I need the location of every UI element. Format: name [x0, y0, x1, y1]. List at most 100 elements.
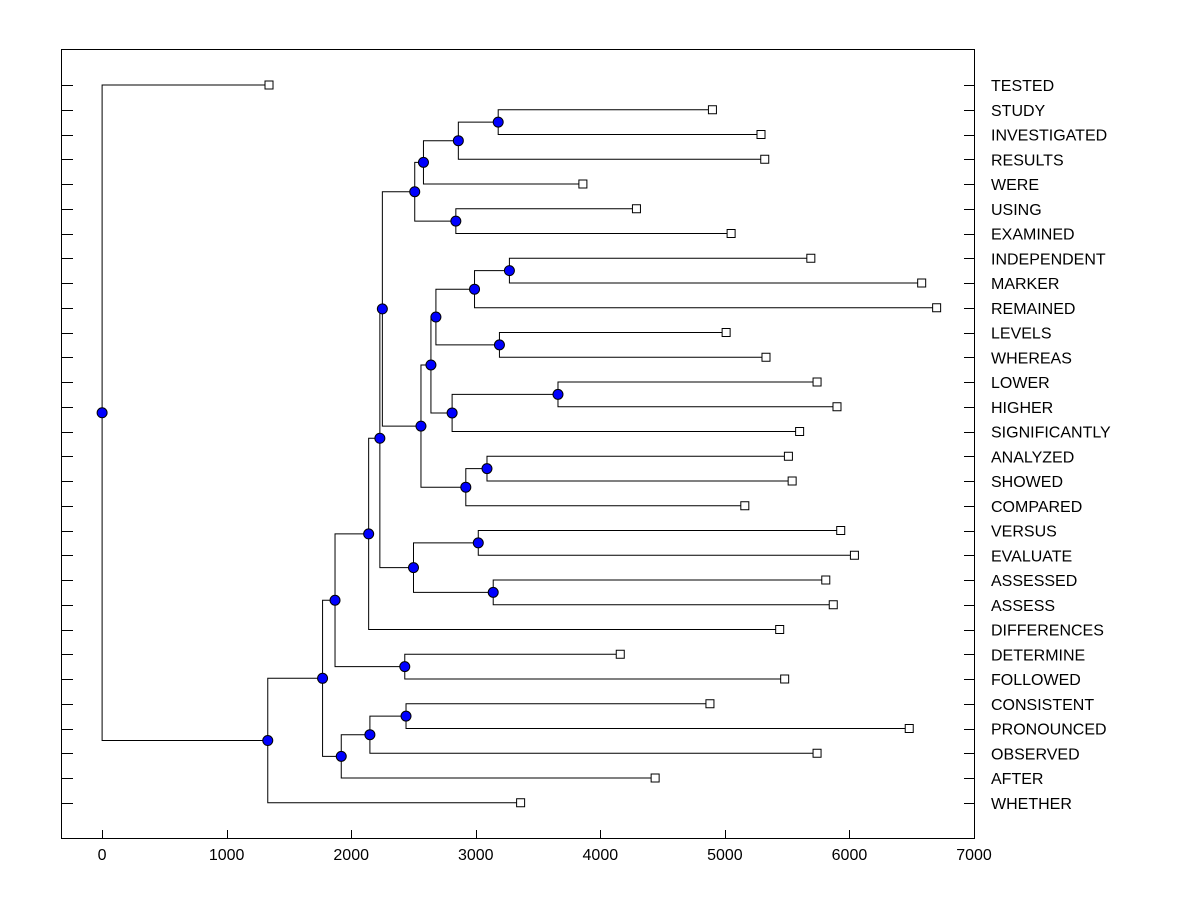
leaf-marker: [761, 352, 771, 362]
leaf-marker: [650, 773, 660, 783]
merge-node: [262, 735, 274, 747]
merge-node: [415, 420, 427, 432]
x-tick-label: 7000: [956, 847, 992, 864]
leaf-marker: [828, 600, 838, 610]
leaf-label: WERE: [991, 177, 1039, 194]
dendrogram-link: [457, 121, 765, 160]
merge-node: [364, 729, 376, 741]
dendrogram-link: [369, 715, 818, 754]
plot-frame-layer: [61, 49, 975, 839]
merge-node: [446, 407, 458, 419]
leaf-label: INDEPENDENT: [991, 251, 1106, 268]
leaf-label: DETERMINE: [991, 647, 1085, 664]
merge-node: [363, 528, 375, 540]
leaf-marker: [756, 130, 766, 139]
dendrogram-link: [412, 542, 494, 593]
leaf-label: OBSERVED: [991, 746, 1080, 763]
leaf-marker: [812, 748, 822, 758]
merge-node: [552, 388, 564, 400]
x-tick-label: 5000: [707, 847, 743, 864]
dendrogram-link: [508, 257, 922, 284]
merge-node: [417, 156, 429, 168]
leaf-marker: [806, 253, 816, 263]
dendrogram-link: [435, 288, 500, 346]
dendrogram-link: [557, 381, 837, 408]
merge-node: [452, 135, 464, 147]
leaf-marker: [707, 105, 717, 115]
leaf-labels-layer: TESTED STUDY INVESTIGATED RESULTS WERE USING E…: [991, 78, 1111, 813]
leaf-marker: [832, 402, 842, 412]
dendrogram-link: [340, 734, 656, 779]
merge-node: [450, 215, 462, 227]
merge-node: [329, 594, 341, 606]
merge-nodes-layer: [96, 116, 564, 762]
leaf-label: FOLLOWED: [991, 672, 1081, 689]
leaf-marker: [726, 229, 736, 238]
leaf-marker: [631, 204, 641, 214]
leaf-marker: [264, 80, 274, 90]
merge-node: [335, 750, 347, 762]
merge-node: [503, 265, 515, 277]
dendrogram-link: [451, 393, 800, 432]
leaf-label: COMPARED: [991, 499, 1082, 516]
merge-node: [469, 283, 481, 295]
dendrogram-link: [422, 140, 583, 185]
leaf-marker: [821, 575, 831, 585]
leaf-markers-layer: [264, 80, 942, 808]
leaf-label: HIGHER: [991, 400, 1053, 417]
dendrogram-link: [405, 703, 910, 729]
dendrogram-link: [267, 677, 521, 804]
dendrogram-link: [465, 468, 745, 507]
leaf-marker: [578, 179, 588, 189]
leaf-label: SHOWED: [991, 474, 1063, 491]
merge-node: [430, 311, 442, 323]
leaf-label: ASSESS: [991, 598, 1055, 615]
x-axis: 0 1000 2000 3000 4000 5000 6000 7000: [98, 830, 992, 864]
leaf-marker: [932, 303, 942, 313]
merge-node: [425, 359, 437, 371]
leaf-label: LOWER: [991, 375, 1050, 392]
leaf-marker: [904, 724, 914, 733]
leaf-label: STUDY: [991, 103, 1046, 120]
dendrogram-link: [492, 579, 834, 606]
dendrogram-link: [414, 161, 456, 222]
leaf-marker: [615, 649, 625, 659]
x-tick-label: 3000: [458, 847, 494, 864]
merge-node: [487, 586, 499, 598]
x-tick-label: 6000: [832, 847, 868, 864]
leaf-label: DIFFERENCES: [991, 623, 1104, 640]
leaf-marker: [705, 699, 715, 709]
leaf-label: EXAMINED: [991, 227, 1075, 244]
leaf-marker: [740, 501, 750, 511]
leaf-label: EVALUATE: [991, 548, 1072, 565]
tree-links-layer: [101, 84, 937, 804]
leaf-label: ASSESSED: [991, 573, 1077, 590]
merge-node: [374, 432, 386, 444]
merge-node: [472, 537, 484, 549]
leaf-marker: [795, 427, 805, 436]
leaf-label: VERSUS: [991, 524, 1057, 541]
leaf-marker: [917, 278, 927, 288]
dendrogram-link: [474, 270, 937, 309]
leaf-marker: [775, 625, 785, 634]
x-tick-label: 0: [98, 847, 107, 864]
merge-node: [460, 481, 472, 493]
dendrogram-link: [497, 109, 762, 135]
leaf-label: AFTER: [991, 771, 1043, 788]
merge-node: [407, 562, 419, 574]
plot-frame: [61, 49, 975, 839]
leaf-label: PRONOUNCED: [991, 722, 1107, 739]
merge-node: [96, 407, 108, 419]
leaf-marker: [760, 154, 770, 164]
leaf-label: INVESTIGATED: [991, 128, 1107, 145]
dendrogram-link: [101, 84, 270, 742]
merge-node: [400, 710, 412, 722]
dendrogram-link: [404, 653, 785, 680]
leaf-marker: [780, 674, 790, 684]
merge-node: [493, 339, 505, 351]
x-tick-label: 1000: [209, 847, 245, 864]
leaf-marker: [812, 377, 822, 387]
leaf-label: USING: [991, 202, 1042, 219]
leaf-label: RESULTS: [991, 152, 1064, 169]
